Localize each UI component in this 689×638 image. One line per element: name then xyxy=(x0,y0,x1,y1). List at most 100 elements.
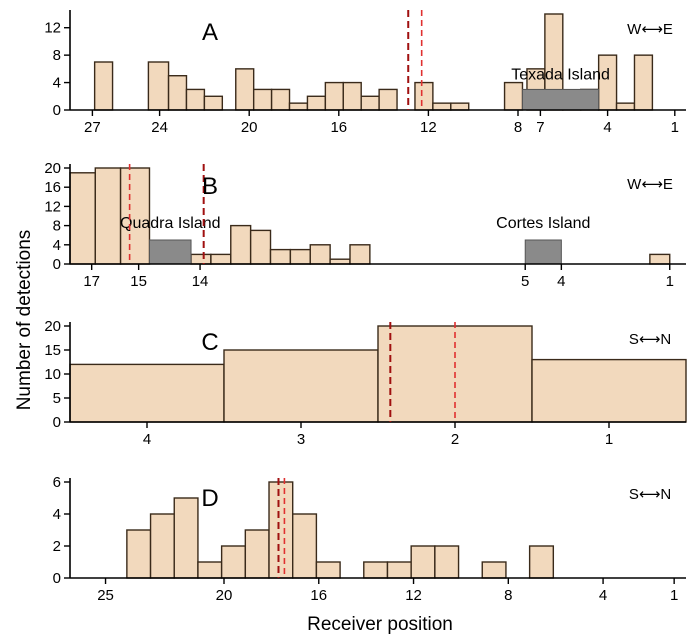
panel-b-island-0 xyxy=(148,239,192,265)
panel-b-bar-5 xyxy=(230,224,252,265)
panel-c-direction-label: S⟷N xyxy=(629,331,671,348)
panel-d-bar-8 xyxy=(315,561,341,579)
panel-d-bar-4 xyxy=(220,545,247,579)
panel-d-letter: D xyxy=(201,485,218,512)
panel-d-direction-label: S⟷N xyxy=(629,486,671,503)
panel-a-xtick-label-0: 27 xyxy=(84,119,101,136)
panel-b-bar-1 xyxy=(94,167,122,265)
panel-a-bar-23 xyxy=(615,102,636,111)
panel-b-bar-2 xyxy=(119,167,151,265)
panel-a-letter: A xyxy=(202,19,218,46)
panel-b-xtick-label-5: 1 xyxy=(666,273,674,290)
panel-d-ytick-label-1: 2 xyxy=(53,538,61,555)
panel-a-xtick-label-6: 7 xyxy=(536,119,544,136)
panel-d-xtick-label-2: 16 xyxy=(310,587,327,604)
panel-a-xtick-label-5: 8 xyxy=(514,119,522,136)
panel-d-bar-6 xyxy=(268,481,294,579)
panel-c-xtick-label-2: 2 xyxy=(451,431,459,448)
panel-a-xtick-label-4: 12 xyxy=(420,119,437,136)
panel-b-ytick-label-4: 16 xyxy=(44,179,61,196)
panel-b-xtick-label-1: 15 xyxy=(130,273,147,290)
panel-a-bar-13 xyxy=(378,88,398,111)
panel-c-ytick-label-3: 15 xyxy=(44,342,61,359)
panel-d-xtick-label-4: 8 xyxy=(504,587,512,604)
panel-c-bar-3 xyxy=(531,358,687,423)
panel-b-letter: B xyxy=(202,173,218,200)
x-axis-title: Receiver position xyxy=(307,614,453,635)
panel-c-letter: C xyxy=(201,329,218,356)
panel-c-ytick-label-4: 20 xyxy=(44,318,61,335)
panel-a-bar-0 xyxy=(93,61,114,111)
panel-c-ytick-label-2: 10 xyxy=(44,366,61,383)
panel-b-ytick-label-5: 20 xyxy=(44,160,61,177)
panel-b-xtick-label-4: 4 xyxy=(557,273,565,290)
panel-c-xtick-label-1: 3 xyxy=(297,431,305,448)
panel-b-bar-11 xyxy=(349,244,371,265)
panel-a-ytick-label-2: 8 xyxy=(53,47,61,64)
panel-b-xtick-label-2: 14 xyxy=(192,273,209,290)
panel-d: 0 2 4 6 25 20 16 12 8 4 1 D S⟷N xyxy=(53,474,686,604)
panel-d-xtick-label-3: 12 xyxy=(405,587,422,604)
y-axis-title: Number of detections xyxy=(14,230,35,411)
panel-a-bar-12 xyxy=(360,95,380,111)
panel-d-bar-13 xyxy=(481,561,507,579)
panel-a-island-label-0: Texada Island xyxy=(511,66,610,83)
panel-d-bar-5 xyxy=(244,529,270,579)
panel-a-bar-4 xyxy=(203,95,224,111)
panel-d-bar-9 xyxy=(363,561,389,579)
panel-c-ytick-label-0: 0 xyxy=(53,414,61,431)
panel-a-xtick-label-3: 16 xyxy=(330,119,347,136)
panel-b-bar-7 xyxy=(269,248,292,265)
panel-b-ytick-label-1: 4 xyxy=(53,237,61,254)
panel-b-bar-0 xyxy=(69,172,96,265)
panel-d-bar-14 xyxy=(528,545,555,579)
panel-b-bar-9 xyxy=(309,244,331,265)
panel-d-bar-12 xyxy=(434,545,460,579)
panel-d-ytick-label-0: 0 xyxy=(53,570,61,587)
panel-a-xtick-label-8: 1 xyxy=(671,119,679,136)
panel-b-ytick-label-0: 0 xyxy=(53,256,61,273)
panel-b-direction-label: W⟷E xyxy=(627,176,673,193)
panel-b-xtick-label-0: 17 xyxy=(83,273,100,290)
panel-a-ytick-label-1: 4 xyxy=(53,75,61,92)
panel-b-bar-8 xyxy=(289,248,311,265)
panel-b-bar-4 xyxy=(210,253,232,265)
panel-b-bar-3 xyxy=(190,253,212,265)
panel-c-bar-1 xyxy=(223,349,379,423)
panel-c-ytick-label-1: 5 xyxy=(53,390,61,407)
panel-a-bar-6 xyxy=(252,88,273,111)
panel-a-bar-2 xyxy=(167,75,188,111)
panel-b-island-label-0: Quadra Island xyxy=(120,215,221,232)
panel-d-ytick-label-2: 4 xyxy=(53,506,61,523)
panel-d-bar-2 xyxy=(173,497,199,579)
panel-a-bar-24 xyxy=(633,54,654,111)
panel-c-bar-0 xyxy=(69,363,225,423)
panel-d-ytick-label-3: 6 xyxy=(53,474,61,491)
panel-a-bar-3 xyxy=(185,88,206,111)
panel-b-bar-12 xyxy=(649,253,671,265)
panel-a-bar-16 xyxy=(450,102,470,111)
panel-d-bar-3 xyxy=(197,561,223,579)
panel-d-bar-7 xyxy=(292,513,318,579)
panel-a-island-0 xyxy=(521,88,600,111)
panel-b-xtick-label-3: 5 xyxy=(521,273,529,290)
panel-d-xtick-label-1: 20 xyxy=(216,587,233,604)
panel-d-xtick-label-6: 1 xyxy=(670,587,678,604)
panel-b-island-1 xyxy=(524,239,562,265)
panel-a-bar-11 xyxy=(342,81,362,111)
panel-a-xtick-label-2: 20 xyxy=(241,119,258,136)
panel-d-bar-0 xyxy=(126,529,152,579)
panel-a-ytick-label-0: 0 xyxy=(53,102,61,119)
panel-a-direction-label: W⟷E xyxy=(627,21,673,38)
panel-a-ytick-label-3: 12 xyxy=(44,20,61,37)
panel-a-bar-15 xyxy=(432,102,452,111)
panel-b-ytick-label-2: 8 xyxy=(53,218,61,235)
panel-a-bar-1 xyxy=(147,61,170,111)
panel-d-xtick-label-5: 4 xyxy=(599,587,607,604)
panel-c: 0 5 10 15 20 4 3 2 1 C S⟷N xyxy=(44,318,687,448)
panel-d-xtick-label-0: 25 xyxy=(97,587,114,604)
panel-b-bar-6 xyxy=(249,229,272,265)
